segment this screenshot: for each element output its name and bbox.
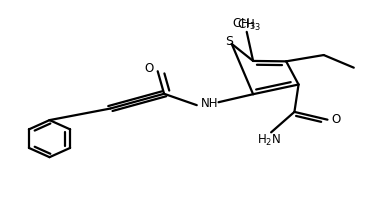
Text: H$_2$N: H$_2$N — [257, 133, 281, 148]
Text: NH: NH — [201, 97, 218, 110]
Text: CH$_3$: CH$_3$ — [232, 17, 256, 32]
Text: S: S — [225, 35, 233, 48]
Text: O: O — [331, 113, 340, 126]
Text: O: O — [145, 62, 154, 75]
Text: CH$_3$: CH$_3$ — [237, 18, 261, 33]
